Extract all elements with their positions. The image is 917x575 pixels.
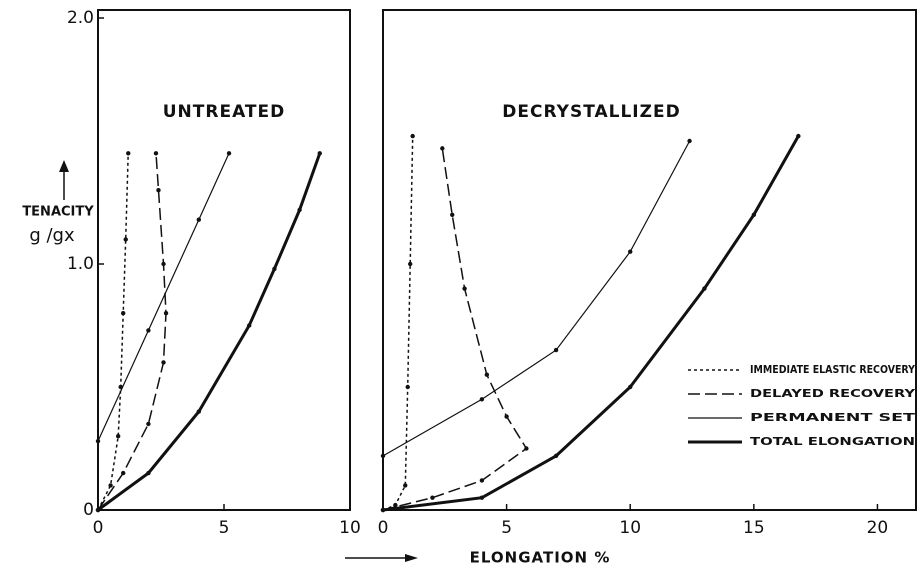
y-tick-label: 0 xyxy=(83,500,94,520)
data-point xyxy=(628,249,633,254)
panel-frame xyxy=(97,9,351,511)
data-point xyxy=(430,495,435,500)
data-point xyxy=(297,207,302,213)
x-tick-label: 20 xyxy=(867,518,889,538)
data-point xyxy=(146,470,151,476)
x-label: ELONGATION % xyxy=(470,549,611,567)
panel-title: DECRYSTALLIZED xyxy=(502,102,680,122)
data-point xyxy=(479,397,485,402)
legend-label: TOTAL ELONGATION xyxy=(750,435,915,448)
legend-label: PERMANENT SET xyxy=(750,411,916,424)
series-line xyxy=(97,152,322,512)
data-point xyxy=(628,384,633,390)
x-tick-label: 0 xyxy=(93,518,104,538)
y-label: TENACITY xyxy=(22,205,94,220)
data-point xyxy=(479,495,485,500)
y-tick-label: 1.0 xyxy=(67,254,94,274)
data-point xyxy=(380,507,386,513)
x-tick-label: 5 xyxy=(219,518,230,538)
data-point xyxy=(121,311,126,316)
data-point xyxy=(440,146,445,151)
data-point xyxy=(462,286,467,291)
data-point xyxy=(156,188,161,193)
data-point xyxy=(504,414,509,419)
data-point xyxy=(410,133,415,139)
panel-title: UNTREATED xyxy=(163,102,286,122)
data-point xyxy=(226,151,232,156)
data-point xyxy=(153,151,159,156)
x-tick-label: 15 xyxy=(743,518,765,538)
legend-label: IMMEDIATE ELASTIC RECOVERY xyxy=(750,363,916,376)
series-line xyxy=(97,153,129,511)
data-point xyxy=(247,323,252,328)
data-point xyxy=(407,261,413,267)
data-point xyxy=(553,347,559,353)
series-line xyxy=(382,136,414,511)
data-point xyxy=(702,286,707,291)
data-point xyxy=(380,453,386,459)
data-point xyxy=(126,151,131,156)
data-point xyxy=(163,311,169,316)
data-point xyxy=(123,237,128,242)
y-tick-label: 2.0 xyxy=(67,8,94,28)
legend-label: DELAYED RECOVERY xyxy=(750,387,916,400)
data-point xyxy=(687,138,692,144)
data-point xyxy=(553,453,559,459)
panel-frame xyxy=(382,9,917,511)
data-point xyxy=(479,478,485,483)
x-tick-label: 5 xyxy=(501,518,512,538)
data-point xyxy=(161,261,166,267)
data-point xyxy=(95,438,101,444)
data-point xyxy=(524,446,529,451)
data-point xyxy=(796,133,801,139)
series-line xyxy=(97,153,230,442)
data-point xyxy=(196,217,201,222)
x-tick-label: 0 xyxy=(378,518,389,538)
data-point xyxy=(751,212,757,217)
y-arrow-head xyxy=(59,160,69,172)
data-point xyxy=(121,470,126,476)
data-point xyxy=(196,409,201,414)
data-point xyxy=(272,266,277,272)
data-point xyxy=(108,483,113,488)
data-point xyxy=(115,434,121,439)
data-point xyxy=(393,502,398,508)
data-point xyxy=(484,372,490,377)
data-point xyxy=(450,212,455,217)
data-point xyxy=(161,360,166,365)
data-point xyxy=(95,507,101,513)
y-unit: g /gx xyxy=(29,225,75,246)
data-point xyxy=(317,151,322,156)
series-line xyxy=(382,148,528,511)
series-line xyxy=(382,140,691,457)
data-point xyxy=(146,328,151,333)
series-line xyxy=(97,153,167,511)
data-point xyxy=(403,483,408,488)
x-tick-label: 10 xyxy=(339,518,361,538)
series-line xyxy=(382,135,800,512)
x-arrow-head xyxy=(405,554,418,562)
x-tick-label: 10 xyxy=(619,518,641,538)
data-point xyxy=(405,384,410,390)
data-point xyxy=(146,421,151,427)
